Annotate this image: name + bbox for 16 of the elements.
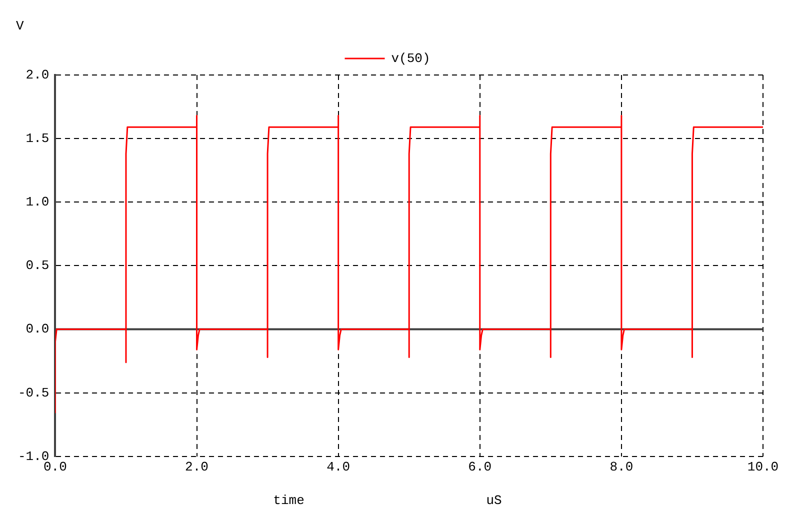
x-tick-label: 6.0 — [468, 460, 492, 475]
x-tick-label: 8.0 — [610, 460, 634, 475]
y-tick-label: 1.5 — [26, 131, 50, 146]
y-tick-label: -0.5 — [18, 385, 50, 400]
y-tick-label: 0.5 — [26, 258, 50, 274]
x-tick-label: 0.0 — [44, 460, 67, 475]
text: uS — [486, 492, 502, 508]
legend-label: v(50) — [391, 50, 430, 66]
y-tick-label: 0.0 — [26, 322, 50, 337]
x-tick-label: 4.0 — [326, 460, 350, 475]
y-axis-title: V — [16, 18, 24, 34]
y-tick-label: 1.0 — [26, 194, 50, 210]
x-axis-title: time — [273, 492, 304, 508]
x-tick-label: 10.0 — [747, 460, 779, 475]
y-tick-label: 2.0 — [26, 67, 50, 82]
x-tick-label: 2.0 — [185, 460, 208, 475]
